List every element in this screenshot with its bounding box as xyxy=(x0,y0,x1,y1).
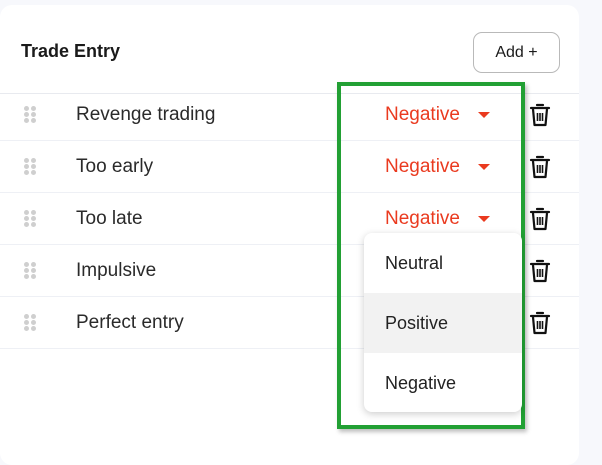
trash-icon[interactable] xyxy=(529,206,551,232)
caret-down-icon[interactable] xyxy=(478,216,490,222)
list-item: Impulsive xyxy=(0,245,579,297)
drag-handle-icon[interactable] xyxy=(24,106,38,124)
sentiment-select[interactable]: Negative xyxy=(385,104,460,125)
sentiment-dropdown-menu: Neutral Positive Negative xyxy=(364,233,522,412)
caret-down-icon[interactable] xyxy=(478,112,490,118)
list-item: Too late Negative xyxy=(0,193,579,245)
highlight-box xyxy=(337,82,525,429)
option-neutral[interactable]: Neutral xyxy=(385,253,444,273)
sentiment-select[interactable]: Negative xyxy=(385,208,460,229)
trash-icon[interactable] xyxy=(529,102,551,128)
drag-handle-icon[interactable] xyxy=(24,210,38,228)
item-label: Too early xyxy=(76,156,154,177)
option-negative[interactable]: Negative xyxy=(385,373,457,393)
drag-handle-icon[interactable] xyxy=(24,158,38,176)
list-item: Perfect entry xyxy=(0,297,579,349)
card-title: Trade Entry xyxy=(21,41,121,61)
item-label: Impulsive xyxy=(76,260,157,281)
trash-icon[interactable] xyxy=(529,310,551,336)
caret-down-icon[interactable] xyxy=(478,164,490,170)
trash-icon[interactable] xyxy=(529,154,551,180)
sentiment-select[interactable]: Negative xyxy=(385,156,460,177)
divider xyxy=(0,93,579,94)
item-label: Too late xyxy=(76,208,143,229)
list-item: Revenge trading Negative xyxy=(0,89,579,141)
drag-handle-icon[interactable] xyxy=(24,314,38,332)
add-button[interactable]: Add + xyxy=(473,32,560,73)
option-positive[interactable]: Positive xyxy=(364,293,522,353)
drag-handle-icon[interactable] xyxy=(24,262,38,280)
item-label: Perfect entry xyxy=(76,312,184,333)
list-item: Too early Negative xyxy=(0,141,579,193)
item-label: Revenge trading xyxy=(76,104,216,125)
trash-icon[interactable] xyxy=(529,258,551,284)
